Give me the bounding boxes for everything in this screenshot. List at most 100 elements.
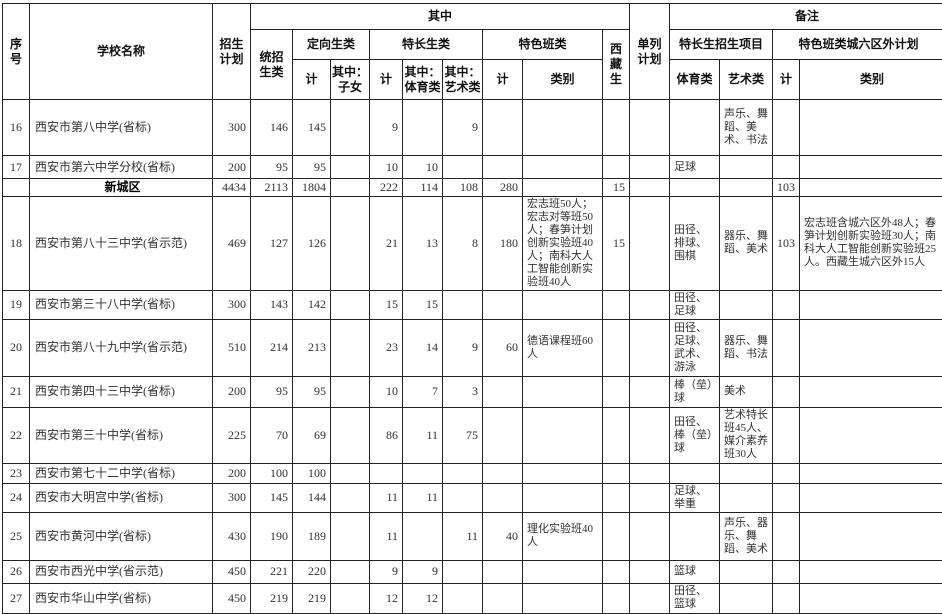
- header-xuhao: 序 号: [3, 4, 30, 100]
- header-qizhong-zinv: 其中： 子女: [331, 60, 370, 100]
- cell-bz-leibie: [800, 512, 942, 560]
- cell-techang-yishu: 108: [443, 179, 483, 197]
- cell-bz-yishu: [720, 560, 773, 583]
- cell-danlie: [630, 156, 670, 179]
- cell-bz-ji: 103: [773, 197, 800, 291]
- header-techang: 特长生类: [370, 30, 483, 60]
- cell-tongzhao: 145: [251, 483, 293, 512]
- cell-dingxiang-ji: 95: [293, 156, 331, 179]
- document-page: 序 号 学校名称 招生 计划 其中 单列 计划 备注 统招 生类 定向生类 特长…: [0, 3, 942, 614]
- cell-xuhao: 16: [3, 100, 30, 156]
- cell-bz-ji: [773, 100, 800, 156]
- cell-xuhao: 24: [3, 483, 30, 512]
- cell-techang-ji: [370, 463, 403, 483]
- cell-dingxiang-ji: 145: [293, 100, 331, 156]
- cell-bz-yishu: [720, 583, 773, 613]
- cell-xizang: [603, 100, 630, 156]
- cell-plan: 450: [213, 560, 251, 583]
- cell-techang-ji: 21: [370, 197, 403, 291]
- cell-school: 西安市第七十二中学(省标): [30, 463, 213, 483]
- cell-techang-ji: 11: [370, 512, 403, 560]
- cell-school: 西安市第四十三中学(省标): [30, 376, 213, 407]
- cell-school: 西安市华山中学(省标): [30, 583, 213, 613]
- cell-danlie: [630, 560, 670, 583]
- cell-bz-ji: [773, 407, 800, 463]
- cell-tese-leibie: [523, 100, 603, 156]
- cell-techang-yishu: [443, 560, 483, 583]
- cell-bz-tiyu: [670, 463, 720, 483]
- cell-tese-ji: [483, 483, 523, 512]
- cell-xuhao: 17: [3, 156, 30, 179]
- header-tongzhao: 统招 生类: [251, 30, 293, 100]
- cell-xizang: [603, 512, 630, 560]
- cell-techang-yishu: [443, 463, 483, 483]
- cell-tese-ji: [483, 376, 523, 407]
- cell-dingxiang-ji: 69: [293, 407, 331, 463]
- header-xizang: 西 藏 生: [603, 30, 630, 100]
- cell-bz-leibie: [800, 483, 942, 512]
- cell-bz-ji: [773, 512, 800, 560]
- header-dingxiang-ji: 计: [293, 60, 331, 100]
- cell-bz-tiyu: 田径、足球: [670, 290, 720, 319]
- cell-dingxiang-ji: 219: [293, 583, 331, 613]
- cell-bz-yishu: 声乐、舞蹈、美术、书法: [720, 100, 773, 156]
- cell-tongzhao: 127: [251, 197, 293, 291]
- cell-bz-yishu: 声乐、器乐、舞蹈、美术: [720, 512, 773, 560]
- cell-tese-leibie: 理化实验班40人: [523, 512, 603, 560]
- enrollment-plan-table: 序 号 学校名称 招生 计划 其中 单列 计划 备注 统招 生类 定向生类 特长…: [2, 3, 942, 614]
- cell-bz-yishu: 器乐、舞蹈、美术: [720, 197, 773, 291]
- cell-school: 西安市第三十八中学(省标): [30, 290, 213, 319]
- cell-techang-tiyu: 11: [403, 483, 443, 512]
- cell-techang-yishu: 3: [443, 376, 483, 407]
- header-bz-leibie: 类别: [800, 60, 942, 100]
- header-dingxiang: 定向生类: [293, 30, 370, 60]
- cell-tese-leibie: [523, 463, 603, 483]
- cell-tese-leibie: [523, 483, 603, 512]
- cell-bz-leibie: [800, 179, 942, 197]
- cell-techang-yishu: 9: [443, 319, 483, 376]
- cell-xuhao: [3, 179, 30, 197]
- cell-plan: 300: [213, 290, 251, 319]
- cell-plan: 225: [213, 407, 251, 463]
- cell-xizang: [603, 407, 630, 463]
- cell-bz-tiyu: [670, 179, 720, 197]
- cell-xizang: [603, 319, 630, 376]
- cell-dingxiang-zinv: [331, 583, 370, 613]
- cell-plan: 200: [213, 463, 251, 483]
- cell-tese-ji: [483, 560, 523, 583]
- cell-school: 西安市第八十三中学(省示范): [30, 197, 213, 291]
- cell-bz-tiyu: 田径、足球、武术、游泳: [670, 319, 720, 376]
- cell-plan: 300: [213, 100, 251, 156]
- cell-xuhao: 18: [3, 197, 30, 291]
- cell-techang-tiyu: 15: [403, 290, 443, 319]
- cell-tese-ji: 180: [483, 197, 523, 291]
- cell-techang-tiyu: 7: [403, 376, 443, 407]
- cell-xizang: [603, 290, 630, 319]
- cell-bz-yishu: [720, 463, 773, 483]
- cell-techang-ji: 11: [370, 483, 403, 512]
- cell-school: 新城区: [30, 179, 213, 197]
- cell-tongzhao: 70: [251, 407, 293, 463]
- cell-danlie: [630, 407, 670, 463]
- cell-bz-tiyu: 田径、篮球: [670, 583, 720, 613]
- cell-techang-yishu: 8: [443, 197, 483, 291]
- cell-bz-tiyu: [670, 100, 720, 156]
- cell-techang-ji: 15: [370, 290, 403, 319]
- cell-dingxiang-zinv: [331, 483, 370, 512]
- cell-xuhao: 20: [3, 319, 30, 376]
- cell-tese-ji: [483, 407, 523, 463]
- cell-tese-leibie: [523, 583, 603, 613]
- cell-tese-leibie: [523, 407, 603, 463]
- cell-plan: 200: [213, 376, 251, 407]
- cell-tese-ji: [483, 583, 523, 613]
- cell-tongzhao: 214: [251, 319, 293, 376]
- cell-tese-leibie: [523, 156, 603, 179]
- cell-techang-yishu: 9: [443, 100, 483, 156]
- cell-bz-yishu: [720, 156, 773, 179]
- cell-dingxiang-zinv: [331, 319, 370, 376]
- cell-techang-tiyu: [403, 512, 443, 560]
- cell-tongzhao: 95: [251, 376, 293, 407]
